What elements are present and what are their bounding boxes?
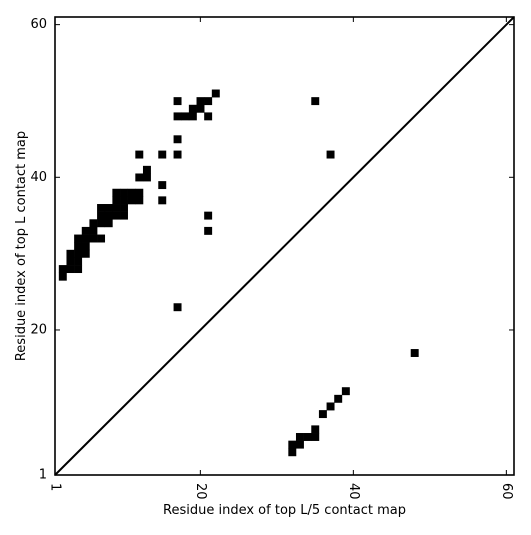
contact-cell-upper (127, 188, 136, 197)
x-axis-label: Residue index of top L/5 contact map (163, 503, 406, 518)
x-tick-label: 40 (346, 483, 361, 500)
contact-cell-lower (334, 394, 343, 403)
contact-cell-upper (135, 150, 144, 159)
contact-cell-upper (81, 234, 90, 243)
contact-cell-upper (135, 188, 144, 197)
contact-cell-lower (295, 440, 304, 449)
contact-cell-upper (127, 196, 136, 205)
contact-cell-upper (74, 249, 83, 258)
cells-layer (58, 89, 419, 457)
contact-cell-upper (211, 89, 220, 98)
contact-cell-upper (196, 97, 205, 106)
x-tick-label: 20 (193, 483, 208, 500)
contact-cell-upper (58, 265, 67, 274)
contact-cell-upper (104, 204, 113, 212)
contact-cell-upper (66, 265, 75, 274)
contact-cell-upper (81, 242, 90, 251)
contact-cell-upper (112, 211, 121, 220)
contact-cell-lower (288, 440, 297, 449)
y-tick-label: 1 (39, 468, 47, 483)
contact-cell-upper (173, 135, 182, 144)
contact-cell-upper (158, 150, 167, 159)
contact-cell-upper (196, 104, 205, 113)
contact-cell-upper (142, 173, 151, 182)
contact-cell-upper (112, 188, 121, 197)
contact-cell-upper (173, 150, 182, 159)
contact-cell-upper (204, 112, 213, 121)
contact-cell-lower (311, 433, 320, 441)
contact-cell-upper (89, 234, 98, 243)
contact-cell-lower (303, 433, 312, 441)
x-tick-label: 1 (48, 483, 63, 491)
contact-cell-upper (74, 234, 83, 243)
contact-cell-upper (97, 219, 106, 228)
contact-cell-upper (173, 112, 182, 121)
contact-cell-upper (188, 112, 197, 121)
contact-cell-upper (204, 226, 213, 235)
x-tick-label: 60 (499, 483, 514, 500)
y-axis-label: Residue index of top L contact map (14, 131, 29, 361)
contact-cell-upper (66, 249, 75, 258)
contact-cell-upper (142, 165, 151, 174)
contact-cell-upper (112, 204, 121, 212)
y-tick-label: 60 (30, 17, 47, 32)
contact-cell-upper (120, 188, 128, 197)
contact-cell-upper (135, 173, 144, 182)
contact-cell-upper (173, 97, 182, 106)
contact-cell-upper (311, 97, 320, 106)
contact-cell-upper (81, 226, 90, 235)
contact-cell-upper (89, 219, 98, 228)
y-tick-label: 20 (30, 322, 47, 337)
contact-cell-upper (74, 257, 83, 266)
contact-cell-upper (326, 150, 335, 159)
contact-cell-upper (204, 97, 213, 106)
diagonal-line (54, 16, 515, 476)
contact-cell-upper (97, 211, 106, 220)
contact-cell-upper (188, 104, 197, 113)
plot-frame (54, 16, 515, 476)
contact-cell-upper (81, 249, 90, 258)
contact-cell-upper (74, 242, 83, 251)
contact-cell-upper (181, 112, 190, 121)
contact-cell-upper (112, 196, 121, 205)
contact-cell-upper (135, 196, 144, 205)
contact-cell-upper (120, 196, 128, 205)
contact-cell-upper (97, 204, 106, 212)
contact-cell-upper (158, 181, 167, 190)
contact-cell-upper (97, 234, 106, 243)
contact-cell-upper (158, 196, 167, 205)
contact-cell-lower (410, 349, 419, 357)
contact-cell-upper (173, 303, 182, 312)
contact-cell-lower (295, 433, 304, 441)
ticks-layer: 1 20 40 60 1 20 40 60 (30, 17, 514, 500)
contact-cell-upper (120, 211, 128, 220)
y-tick-label: 40 (30, 170, 47, 185)
contact-cell-upper (204, 211, 213, 220)
contact-cell-lower (288, 448, 297, 457)
contact-cell-lower (341, 387, 350, 396)
contact-cell-lower (311, 425, 320, 434)
contact-cell-upper (120, 204, 128, 212)
contact-cell-upper (89, 226, 98, 235)
contact-cell-lower (318, 410, 327, 419)
contact-cell-upper (58, 272, 67, 281)
contact-cell-upper (66, 257, 75, 266)
contact-cell-upper (74, 265, 83, 274)
contact-cell-upper (104, 211, 113, 220)
contact-cell-upper (104, 219, 113, 228)
contact-cell-lower (326, 402, 335, 411)
